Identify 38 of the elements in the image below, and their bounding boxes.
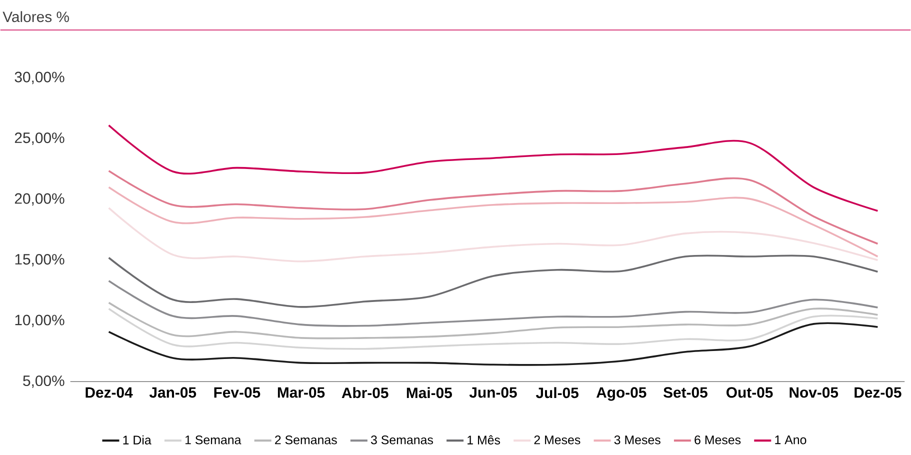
line-series xyxy=(108,322,879,366)
legend-label: 1 Semana xyxy=(185,436,242,445)
line-series xyxy=(108,254,879,308)
line-series xyxy=(108,124,879,212)
y-tick-label: 30,00% xyxy=(14,72,64,84)
y-tick-label: 25,00% xyxy=(14,132,64,146)
y-tick-label: 5,00% xyxy=(23,376,64,388)
legend-label: 1 Ano xyxy=(775,436,806,444)
x-tick-label: Nov-05 xyxy=(790,387,838,398)
y-tick-label: 15,00% xyxy=(15,254,64,267)
x-tick-label: Dez-04 xyxy=(86,387,133,398)
legend-label: 1 Dia xyxy=(123,436,152,445)
x-tick-label: Mai-05 xyxy=(406,387,452,398)
x-tick-label: Jan-05 xyxy=(149,387,196,398)
x-tick-label: Abr-05 xyxy=(342,387,388,398)
y-tick-label: 10,00% xyxy=(15,314,64,328)
line-series xyxy=(108,207,879,262)
legend-label: 1 Mês xyxy=(468,436,500,445)
x-tick-label: Out-05 xyxy=(726,387,773,398)
x-tick-label: Set-05 xyxy=(664,387,708,398)
legend-label: 6 Meses xyxy=(694,436,741,445)
line-series xyxy=(108,308,879,350)
legend-label: 2 Semanas xyxy=(275,436,337,445)
x-tick-label: Jul-05 xyxy=(536,387,578,398)
legend-label: 2 Meses xyxy=(534,436,580,445)
x-tick-label: Jun-05 xyxy=(469,387,517,398)
x-tick-label: Dez-05 xyxy=(854,387,902,398)
line-series xyxy=(108,170,879,245)
legend-label: 3 Semanas xyxy=(370,436,433,445)
x-tick-label: Mar-05 xyxy=(278,387,325,398)
legend-label: 3 Meses xyxy=(614,436,660,445)
line-series xyxy=(108,302,879,340)
line-series xyxy=(108,186,879,258)
chart-title: Valores % xyxy=(2,11,69,22)
y-tick-label: 20,00% xyxy=(14,193,64,206)
x-tick-label: Ago-05 xyxy=(596,387,646,401)
x-tick-label: Fev-05 xyxy=(214,387,260,398)
line-series xyxy=(108,280,879,328)
